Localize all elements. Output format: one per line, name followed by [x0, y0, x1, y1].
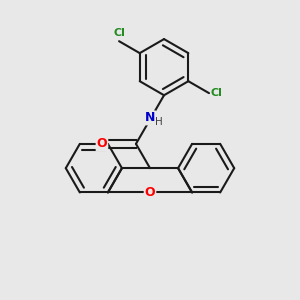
Text: Cl: Cl: [113, 28, 125, 38]
Text: O: O: [145, 186, 155, 199]
Text: Cl: Cl: [211, 88, 223, 98]
Text: O: O: [97, 137, 107, 150]
Text: N: N: [145, 111, 155, 124]
Text: H: H: [155, 117, 163, 127]
